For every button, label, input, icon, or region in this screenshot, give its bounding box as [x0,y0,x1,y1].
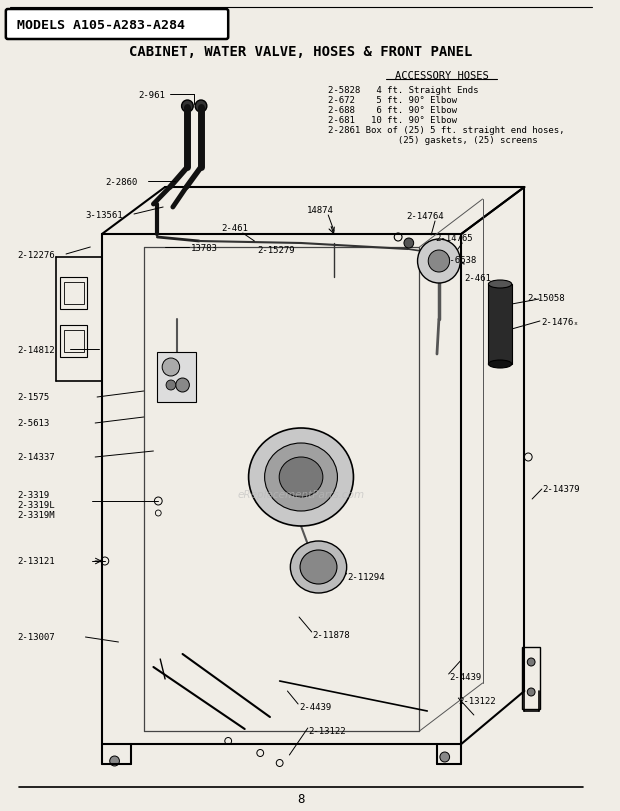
Text: 2-13121: 2-13121 [17,557,55,566]
Text: 2-11294: 2-11294 [348,573,385,581]
Circle shape [162,358,180,376]
Text: 2-461: 2-461 [221,223,249,232]
Text: 8: 8 [297,792,305,805]
Bar [523,647,540,709]
Text: 2-3319: 2-3319 [17,491,50,500]
Text: 2-14379: 2-14379 [542,485,580,494]
Text: 2-6638: 2-6638 [445,255,477,264]
Text: 2-14764: 2-14764 [406,211,443,221]
Text: 2-14812: 2-14812 [17,345,55,354]
Circle shape [417,240,460,284]
Text: ACCESSORY HOSES: ACCESSORY HOSES [395,71,489,81]
Text: 2-13007: 2-13007 [17,633,55,642]
Text: 2-2860: 2-2860 [105,178,137,187]
Circle shape [527,689,535,696]
Circle shape [428,251,450,272]
Bar [157,353,196,402]
Ellipse shape [489,361,511,368]
Text: 2-14337: 2-14337 [17,453,55,462]
Bar [60,277,87,310]
Ellipse shape [279,457,323,497]
Bar [64,283,84,305]
Bar [64,331,84,353]
Text: 2-672    5 ft. 90° Elbow: 2-672 5 ft. 90° Elbow [328,96,457,105]
Bar [60,325,87,358]
Text: 2-11878: 2-11878 [312,631,350,640]
Ellipse shape [489,281,511,289]
Text: 2-15058: 2-15058 [527,293,565,303]
Text: 2-961: 2-961 [138,90,165,100]
Text: 2-4439: 2-4439 [450,672,482,682]
Text: 2-14765: 2-14765 [435,234,472,242]
Text: 2-12276: 2-12276 [17,250,55,260]
Ellipse shape [265,444,337,512]
Circle shape [527,659,535,666]
Ellipse shape [249,428,353,526]
Text: 2-461: 2-461 [464,273,491,282]
Bar [489,285,511,365]
Circle shape [166,380,175,391]
Text: 2-15279: 2-15279 [257,245,295,254]
Text: 2-13122: 2-13122 [458,697,496,706]
Text: 2-5828   4 ft. Straight Ends: 2-5828 4 ft. Straight Ends [328,85,479,94]
Circle shape [110,756,120,766]
Text: 2-688    6 ft. 90° Elbow: 2-688 6 ft. 90° Elbow [328,105,457,114]
Text: 13783: 13783 [192,243,218,252]
Ellipse shape [290,541,347,594]
Text: 2-3319M: 2-3319M [17,511,55,520]
Circle shape [182,101,193,113]
Text: 2-2861 Box of (25) 5 ft. straight end hoses,: 2-2861 Box of (25) 5 ft. straight end ho… [328,126,565,135]
Text: CABINET, WATER VALVE, HOSES & FRONT PANEL: CABINET, WATER VALVE, HOSES & FRONT PANE… [130,45,472,59]
Text: 3-13561: 3-13561 [86,210,123,219]
Text: 2-13122: 2-13122 [309,727,347,736]
Text: 14874: 14874 [307,205,334,214]
Text: 2-1575: 2-1575 [17,393,50,402]
Text: 2-681   10 ft. 90° Elbow: 2-681 10 ft. 90° Elbow [328,115,457,124]
Text: 2-3319L: 2-3319L [17,501,55,510]
Circle shape [440,752,450,762]
FancyBboxPatch shape [6,10,228,40]
Text: eReplacementParts.com: eReplacementParts.com [237,489,365,500]
Ellipse shape [300,551,337,584]
Text: 2-5613: 2-5613 [17,419,50,428]
Circle shape [175,379,189,393]
Text: (25) gaskets, (25) screens: (25) gaskets, (25) screens [328,135,538,144]
Circle shape [195,101,207,113]
Circle shape [404,238,414,249]
Text: 2-4439: 2-4439 [299,702,331,711]
Text: 2-1476ₓ: 2-1476ₓ [541,317,578,326]
Text: MODELS A105-A283-A284: MODELS A105-A283-A284 [17,19,185,32]
